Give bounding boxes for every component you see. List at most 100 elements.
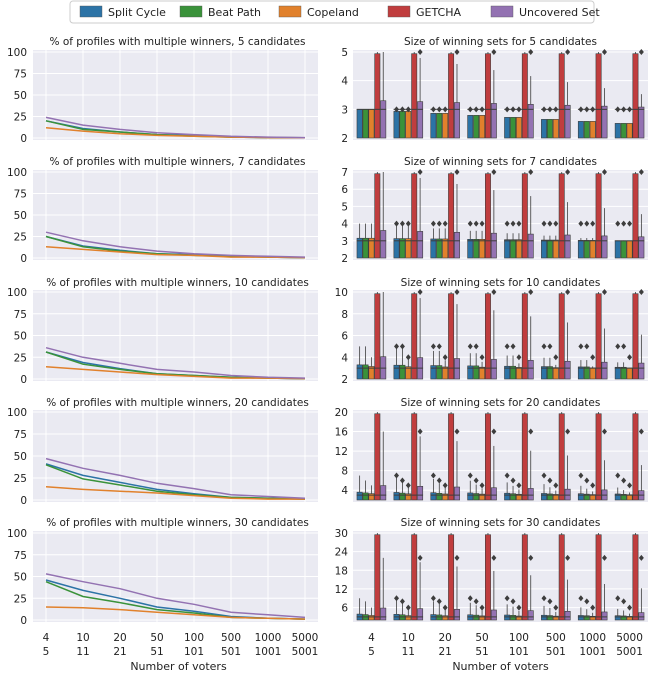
x-tick-label-bottom: 101 <box>509 646 529 658</box>
boxen-box <box>589 367 596 380</box>
boxen-box <box>583 121 590 139</box>
outlier-point <box>565 289 571 295</box>
outlier-point <box>399 477 405 484</box>
outlier-point <box>504 220 510 227</box>
outlier-point <box>442 604 448 611</box>
outlier-point <box>516 604 522 611</box>
boxen-box <box>454 486 460 501</box>
outlier-point <box>417 428 423 435</box>
x-axis-labels: 4 5 10 11 20 21 50 51 100 101 500 501 1000 1001 5000 50… <box>43 632 643 673</box>
outlier-point <box>627 354 633 361</box>
outlier-point <box>578 220 584 227</box>
boxen-box <box>510 239 516 259</box>
boxen-box <box>638 612 645 621</box>
boxen-box <box>417 231 424 259</box>
outlier-point <box>621 343 627 350</box>
series-line-uncovered-set <box>45 231 306 258</box>
boxen-box <box>442 113 449 139</box>
boxen-box <box>595 53 602 139</box>
outlier-point <box>621 598 627 605</box>
outlier-point <box>565 169 571 175</box>
boxen-box <box>577 615 584 621</box>
boxen-box <box>405 493 412 501</box>
boxen-box <box>632 173 639 259</box>
x-tick-label-bottom: 5001 <box>616 646 643 658</box>
y-tick-label: 5 <box>341 201 348 213</box>
x-tick-label-top: 4 <box>368 632 375 644</box>
outlier-point <box>553 482 559 489</box>
boxen-box <box>417 608 424 621</box>
boxen-box <box>485 293 491 380</box>
y-tick-label: 4 <box>341 219 348 231</box>
outlier-point <box>399 598 405 605</box>
x-tick-label-bottom: 5001 <box>292 646 319 658</box>
outlier-point <box>405 354 411 361</box>
y-tick-label: 50 <box>14 451 27 463</box>
boxen-box <box>448 293 455 380</box>
boxen-box <box>589 615 596 621</box>
boxen-box <box>467 365 474 380</box>
x-tick-label-bottom: 101 <box>184 646 204 658</box>
boxen-box <box>436 614 443 621</box>
boxen-box <box>552 239 559 259</box>
line-panel-10: % of profiles with multiple winners, 10 … <box>7 277 318 386</box>
boxen-box <box>564 234 571 259</box>
boxen-box <box>356 109 363 139</box>
boxen-box <box>577 240 584 259</box>
boxen-box <box>490 103 497 139</box>
y-tick-label: 12 <box>335 446 348 458</box>
y-tick-label: 25 <box>14 232 27 244</box>
outlier-point <box>399 343 405 350</box>
boxen-box <box>564 488 571 501</box>
y-tick-label: 75 <box>14 309 27 321</box>
y-tick-label: 10 <box>335 287 348 299</box>
boxen-box <box>564 104 571 139</box>
outlier-point <box>601 554 607 561</box>
boxen-box <box>541 366 547 380</box>
outlier-point <box>615 595 621 602</box>
outlier-point <box>399 106 405 113</box>
y-tick-label: 6 <box>341 603 348 615</box>
boxen-box <box>374 534 381 621</box>
x-tick-label-top: 1000 <box>255 632 282 644</box>
panel-title: % of profiles with multiple winners, 30 … <box>46 517 309 529</box>
legend-swatch-1 <box>179 5 203 18</box>
outlier-point <box>479 482 485 489</box>
boxen-box <box>473 365 480 380</box>
x-tick-label-top: 10 <box>76 632 89 644</box>
boxen-box <box>614 615 621 621</box>
boxen-box <box>368 109 375 139</box>
y-tick-label: 18 <box>335 565 348 577</box>
boxen-box <box>411 53 418 139</box>
outlier-point <box>590 604 596 611</box>
boxen-box <box>638 362 645 380</box>
boxen-box <box>473 239 480 259</box>
boxen-box <box>467 239 474 259</box>
boxen-box <box>479 493 486 501</box>
y-tick-label: 24 <box>335 547 349 559</box>
outlier-point <box>504 106 510 113</box>
y-tick-label: 75 <box>14 189 27 201</box>
outlier-point <box>638 169 644 175</box>
outlier-point <box>516 106 522 113</box>
boxen-box <box>521 413 528 501</box>
y-tick-label: 50 <box>14 572 27 584</box>
outlier-point <box>615 106 621 113</box>
outlier-point <box>394 220 400 227</box>
boxen-box <box>405 615 412 621</box>
panel-title: Size of winning sets for 10 candidates <box>401 277 601 289</box>
outlier-point <box>510 598 516 605</box>
outlier-point <box>516 354 522 361</box>
boxen-box <box>504 614 511 621</box>
boxen-box <box>510 117 516 139</box>
boxen-box <box>558 293 565 380</box>
boxen-box <box>510 493 516 501</box>
boxen-box <box>620 494 627 501</box>
y-tick-label: 7 <box>341 167 348 179</box>
boxen-box <box>479 115 486 139</box>
boxen-box <box>399 492 406 501</box>
x-tick-label-bottom: 501 <box>221 646 241 658</box>
outlier-point <box>516 482 522 489</box>
panel-title: % of profiles with multiple winners, 5 c… <box>50 36 306 48</box>
outlier-point <box>417 554 423 561</box>
